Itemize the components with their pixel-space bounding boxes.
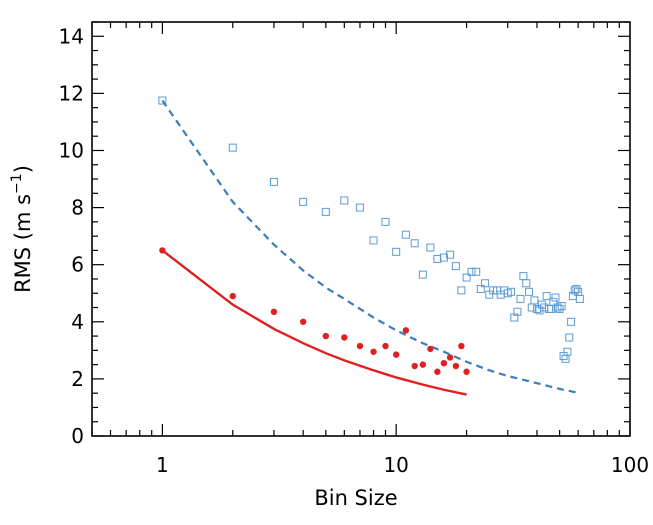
open-square-point	[555, 304, 564, 313]
x-tick-label: 100	[611, 453, 649, 477]
filled-circle-point	[452, 362, 460, 370]
open-square-point	[340, 196, 349, 205]
open-square-point	[321, 207, 330, 216]
plot-frame	[91, 21, 631, 437]
open-square-point	[269, 177, 278, 186]
filled-circle-point	[402, 327, 410, 334]
filled-circle-point	[440, 359, 448, 367]
open-square-point	[392, 247, 401, 256]
filled-circle-point	[427, 345, 434, 353]
open-square-point	[561, 354, 570, 363]
open-square-point	[467, 267, 476, 276]
y-tick-label: 4	[71, 310, 84, 334]
open-square-point	[158, 96, 167, 105]
open-square-point	[476, 284, 485, 293]
open-square-point	[575, 294, 584, 303]
open-square-point	[472, 267, 481, 276]
open-square-point	[446, 250, 455, 259]
filled-circle-point	[458, 342, 465, 350]
filled-circle-point	[382, 342, 389, 350]
y-tick-label: 8	[71, 196, 84, 220]
open-square-point	[572, 284, 581, 293]
y-tick-label: 10	[59, 138, 84, 162]
open-square-point	[299, 197, 308, 206]
open-square-point	[418, 270, 427, 279]
open-square-point	[401, 230, 410, 239]
open-square-point	[516, 294, 525, 303]
open-square-point	[355, 203, 364, 212]
filled-circle-point	[392, 351, 400, 358]
data-series	[158, 96, 584, 396]
open-square-point	[565, 333, 574, 342]
y-axis-title-close: )	[11, 165, 35, 173]
axis-ticks: 0 2 4 6 8 10 12 14 1 10 100	[59, 21, 649, 477]
open-square-point	[563, 347, 572, 356]
filled-circle-point	[434, 368, 441, 375]
filled-circle-point	[322, 332, 330, 340]
open-square-point	[369, 236, 378, 245]
open-square-point	[507, 287, 516, 296]
y-tick-label: 0	[71, 424, 84, 448]
open-square-point	[519, 272, 528, 281]
open-square-point	[381, 217, 390, 226]
open-square-point	[439, 253, 448, 262]
x-tick-label: 1	[156, 453, 169, 477]
filled-circle-point	[446, 354, 454, 361]
x-tick-label: 10	[383, 453, 408, 477]
open-square-point	[451, 262, 460, 271]
y-tick-label: 6	[71, 253, 84, 277]
open-square-point	[433, 254, 442, 263]
open-square-point	[457, 286, 466, 295]
open-square-point	[567, 317, 576, 326]
solid-fit-line	[161, 249, 467, 396]
open-square-point	[513, 307, 522, 316]
open-square-point	[557, 302, 566, 311]
open-square-point	[522, 279, 531, 288]
open-square-point	[525, 287, 534, 296]
filled-circle-point	[299, 318, 307, 325]
open-square-point	[462, 273, 471, 282]
y-tick-label: 12	[59, 81, 84, 105]
x-axis-title: Bin Size	[314, 486, 397, 510]
open-square-point	[410, 239, 419, 248]
filled-circle-point	[419, 361, 427, 368]
open-square-point	[530, 296, 539, 305]
open-square-point	[228, 143, 237, 152]
y-tick-label: 2	[71, 367, 84, 391]
y-axis-title-text: RMS (m s	[11, 194, 35, 293]
filled-circle-point	[463, 368, 470, 375]
open-square-point	[542, 292, 551, 301]
open-square-point	[551, 293, 560, 302]
open-square-point	[549, 297, 558, 306]
open-square-point	[535, 306, 544, 315]
y-axis-title-superscript: −1	[9, 173, 25, 194]
open-square-point	[481, 279, 490, 288]
y-axis-title: RMS (m s−1)	[9, 165, 35, 293]
filled-circle-point	[270, 308, 278, 315]
open-square-point	[426, 243, 435, 252]
open-square-point	[537, 300, 546, 309]
filled-circle-point	[370, 348, 377, 355]
filled-circle-point	[341, 334, 348, 341]
filled-circle-point	[356, 342, 364, 350]
filled-circle-point	[411, 362, 418, 370]
dashed-fit-line	[161, 99, 581, 395]
open-square-point	[553, 303, 562, 312]
y-tick-label: 14	[59, 24, 84, 48]
filled-circle-point	[229, 292, 236, 300]
